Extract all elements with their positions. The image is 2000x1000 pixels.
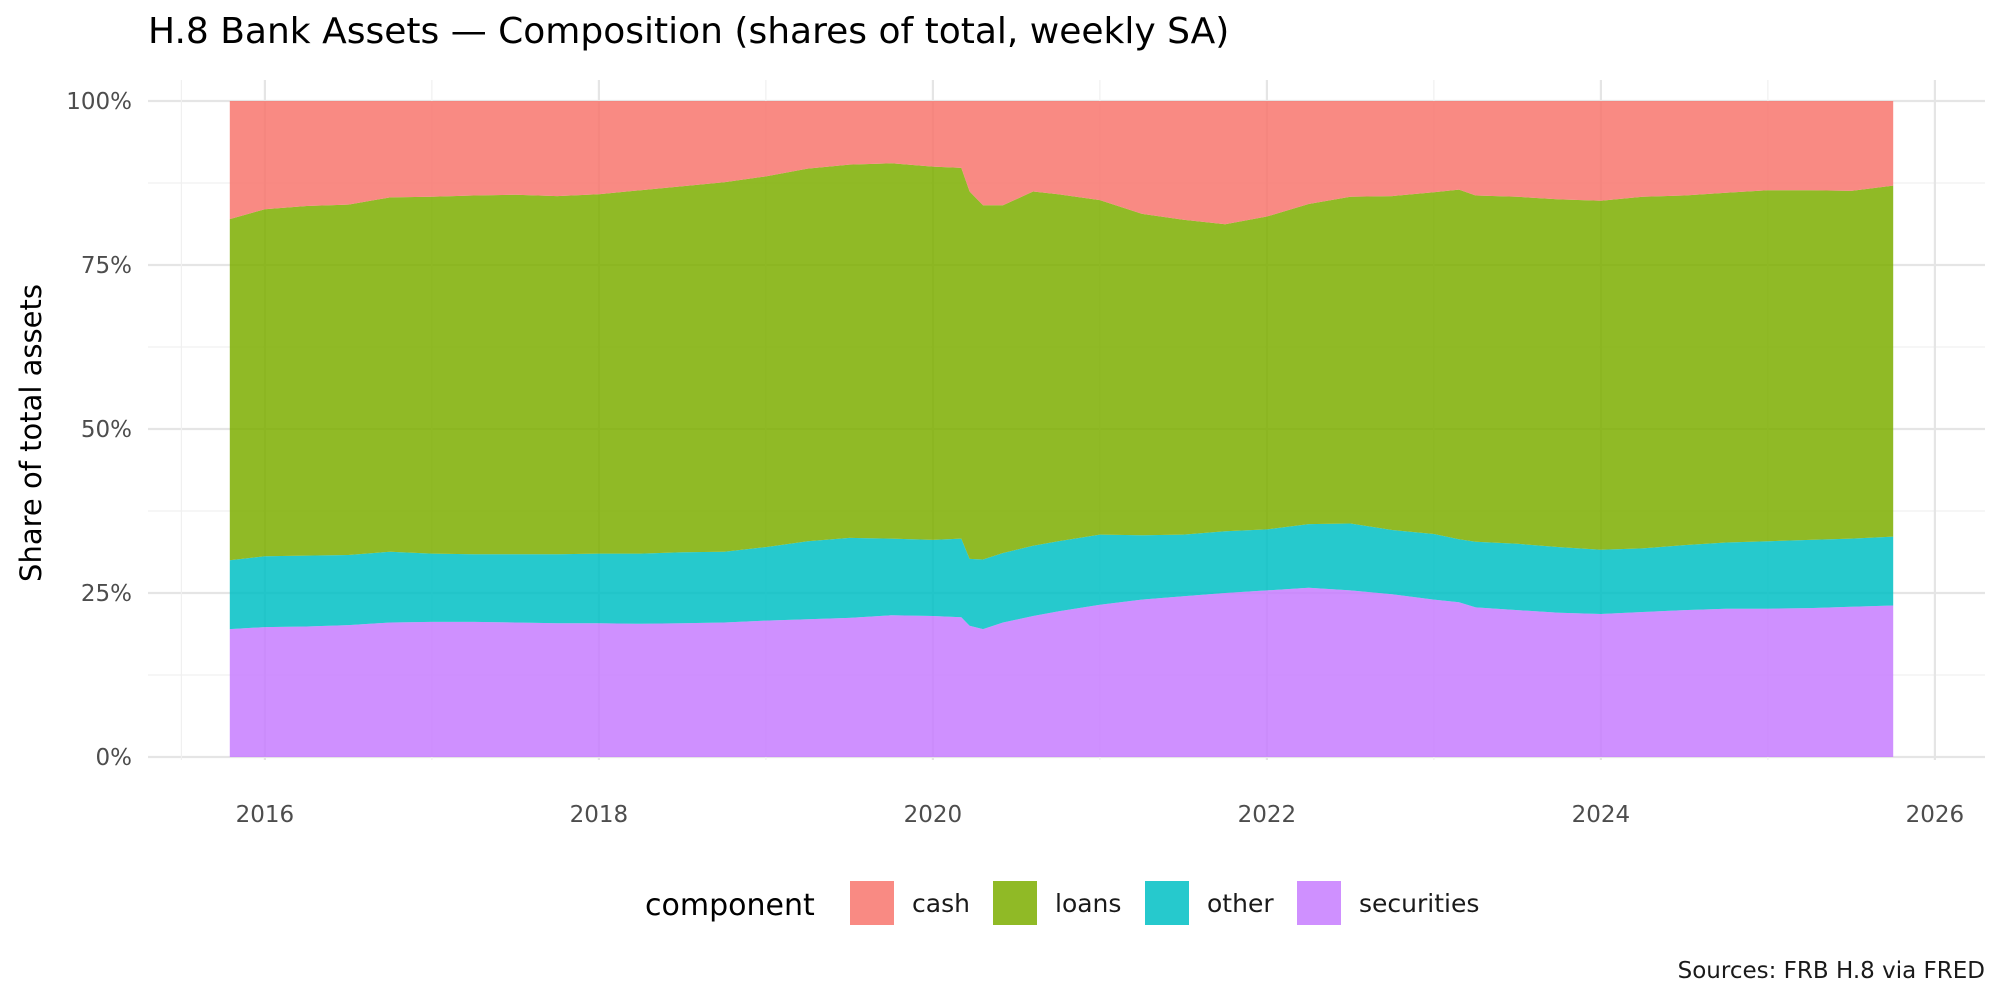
legend-label-cash: cash (912, 889, 970, 918)
x-tick-label: 2016 (236, 802, 295, 828)
x-tick-label: 2022 (1238, 802, 1297, 828)
y-tick-label: 75% (81, 253, 132, 279)
y-tick-label: 0% (96, 745, 133, 771)
legend: cash loans other securities (850, 881, 1479, 925)
legend-title: component (645, 888, 815, 923)
x-tick-label: 2024 (1572, 802, 1631, 828)
y-axis-title: Share of total assets (14, 284, 48, 582)
chart-title: H.8 Bank Assets — Composition (shares of… (148, 11, 1229, 52)
legend-label-other: other (1207, 889, 1274, 918)
legend-key-securities (1297, 881, 1341, 925)
area-other (229, 523, 1894, 630)
x-axis-ticks: 2016 2018 2020 2022 2024 2026 (236, 802, 1965, 828)
y-tick-label: 100% (66, 89, 132, 115)
y-axis-ticks: 0% 25% 50% 75% 100% (66, 89, 132, 771)
area-loans (229, 163, 1894, 561)
legend-key-cash (850, 881, 894, 925)
caption: Sources: FRB H.8 via FRED (1678, 958, 1985, 984)
y-tick-label: 25% (81, 581, 132, 607)
area-securities (229, 587, 1894, 757)
y-tick-label: 50% (81, 417, 132, 443)
x-tick-label: 2018 (570, 802, 629, 828)
x-tick-label: 2026 (1906, 802, 1965, 828)
legend-label-securities: securities (1359, 889, 1479, 918)
x-tick-label: 2020 (904, 802, 963, 828)
stacked-areas (229, 101, 1894, 757)
area-cash (229, 101, 1894, 225)
legend-key-other (1145, 881, 1189, 925)
legend-label-loans: loans (1055, 889, 1121, 918)
legend-key-loans (993, 881, 1037, 925)
